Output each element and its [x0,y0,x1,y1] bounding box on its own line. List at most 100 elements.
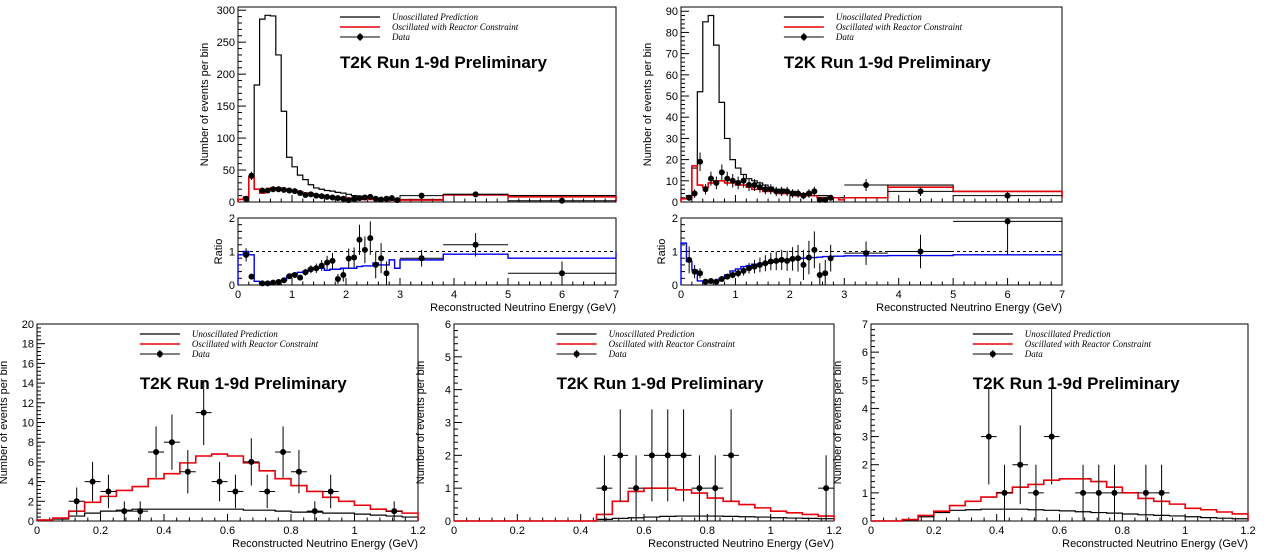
data-point [735,270,742,277]
x-tick-label: 0.8 [283,525,298,537]
data-point [137,508,144,515]
data-point [746,182,753,189]
data-point [729,177,736,184]
x-tick-label: 6 [559,289,565,301]
data-point [318,193,325,200]
data-point [816,271,823,278]
y-tick-label: 200 [217,69,235,81]
x-tick-label: 0.2 [93,525,108,537]
data-point [601,485,608,492]
data-point [800,261,807,268]
data-point [756,261,763,268]
chart-panel-7: 0 1 2 3 4 5 6 7 0 0.2 0.4 0.6 0.8 1 1.2 Number of event… [832,319,1256,550]
plot-frame [237,6,617,203]
y-tick-label: 0 [229,280,235,292]
data-point [740,177,747,184]
y-tick-label: 50 [223,165,235,177]
data-point [811,188,818,195]
x-tick-label: 1.2 [1240,525,1255,537]
y-tick-label: 5 [445,352,451,364]
data-point [917,248,924,255]
x-axis-label: Reconstructed Neutrino Energy (GeV) [232,538,418,550]
y-tick-label: 20 [22,319,34,331]
x-tick-label: 0.6 [220,525,235,537]
data-point [724,175,731,182]
data-point [361,246,368,253]
data-point [746,265,753,272]
x-tick-label: 3 [397,289,403,301]
data-point [751,182,758,189]
data-point [762,260,769,267]
y-tick-label: 7 [862,319,868,331]
data-point [686,194,693,201]
data-point [784,257,791,264]
data-point [297,190,304,197]
y-tick-label: 1 [445,483,451,495]
legend-data-label: Data [391,32,411,42]
data-point [270,186,277,193]
data-point [324,193,331,200]
data-point [291,271,298,278]
x-tick-label: 5 [505,289,511,301]
data-point [334,195,341,202]
y-tick-label: 70 [666,49,678,61]
data-point [121,508,128,515]
data-point [724,273,731,280]
y-axis-label: Number of events per bin [0,361,10,485]
unoscillated-histogram [680,14,1063,202]
legend-data-marker [156,351,163,357]
y-tick-label: 0 [672,280,678,292]
data-point [686,256,693,263]
y-tick-label: 40 [666,112,678,124]
data-point [740,267,747,274]
data-point [105,488,112,495]
data-point [718,275,725,282]
y-axis-label: Number of events per bin [642,43,654,167]
x-axis-label: Reconstructed Neutrino Energy (GeV) [648,538,834,550]
legend-unoscillated-label: Unoscillated Prediction [392,12,478,22]
x-axis-label: Reconstructed Neutrino Energy (GeV) [876,302,1062,314]
data-point [378,196,385,203]
x-tick-label: 4 [451,289,457,301]
legend-oscillated-label: Oscillated with Reactor Constraint [836,22,963,32]
x-tick-label: 0.8 [1115,525,1130,537]
data-point [383,270,390,277]
data-point [696,485,703,492]
y-tick-label: 5 [862,375,868,387]
data-point [822,196,829,203]
data-point [712,485,719,492]
data-point [729,271,736,278]
data-point [778,256,785,263]
data-point [1032,489,1039,496]
y-tick-label: 2 [672,213,678,225]
data-point [340,271,347,278]
data-point [1095,489,1102,496]
x-tick-label: 0.4 [573,525,588,537]
y-tick-label: 2 [229,213,235,225]
legend-data-marker [989,351,996,357]
data-point [361,194,368,201]
unoscillated-histogram [871,508,1249,522]
preliminary-banner: T2K Run 1-9d Preliminary [557,374,764,393]
data-point [751,263,758,270]
legend-data-marker [357,34,364,40]
y-tick-label: 150 [217,101,235,113]
data-point [383,195,390,202]
data-point [805,190,812,197]
data-point [264,488,271,495]
x-tick-label: 0.4 [156,525,171,537]
chart-panel-5: 0 2 4 6 8 10 12 14 16 18 20 0 0.2 0.4 0.6 0.8 1 1.2 Number… [0,319,426,550]
data-point [789,255,796,262]
data-point [767,186,774,193]
data-point [664,452,671,459]
y-tick-label: 14 [22,378,34,390]
data-point [291,188,298,195]
y-tick-label: 3 [445,418,451,430]
chart-panel-2: 0 1 2 0 1 2 3 4 5 6 7 Ratio Reconstructed Neutrino E… [213,213,619,314]
chart-panel-6: 0 1 2 3 4 5 6 0 0.2 0.4 0.6 0.8 1 1.2 Number of events… [415,319,842,550]
preliminary-banner: T2K Run 1-9d Preliminary [973,374,1180,393]
data-point [327,488,334,495]
y-axis-label: Ratio [213,239,225,265]
data-point [351,254,358,261]
data-point [232,488,239,495]
